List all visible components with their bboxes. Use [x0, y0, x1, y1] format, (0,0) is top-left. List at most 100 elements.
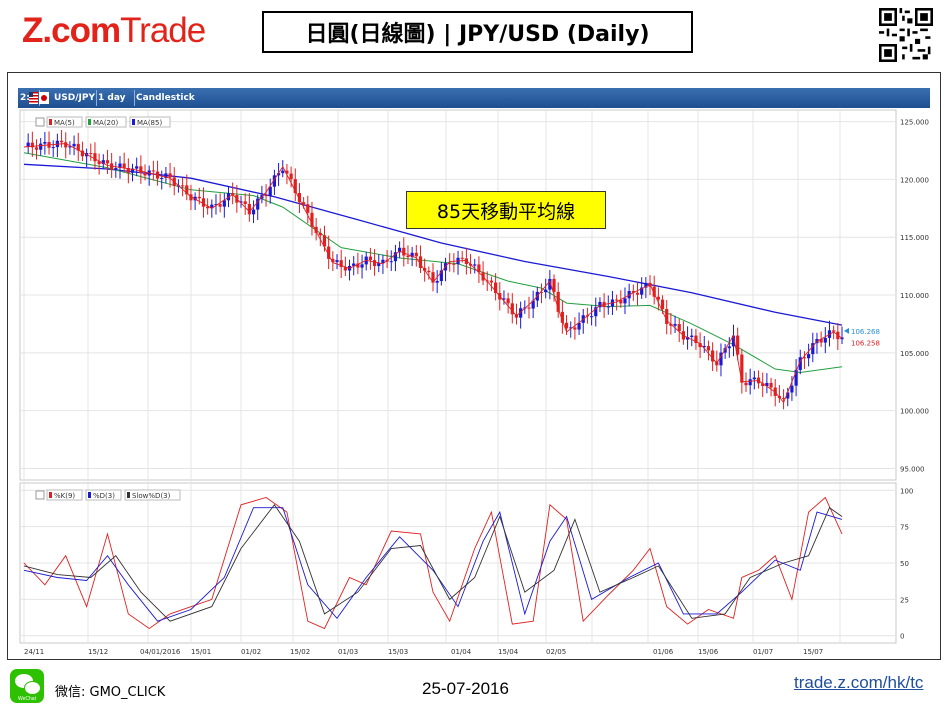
candle-body	[59, 140, 64, 143]
candle-body	[243, 201, 247, 204]
wechat-icon[interactable]: WeChat	[10, 669, 44, 703]
candle-body	[731, 335, 736, 347]
candle-body	[297, 193, 302, 203]
candle-body	[64, 142, 68, 148]
stoch-d-line	[23, 507, 843, 622]
candle-body	[435, 281, 439, 283]
date-tick-label: 15/02	[290, 648, 310, 656]
candle-body	[206, 206, 210, 209]
osc-tick-label: 75	[900, 524, 909, 532]
candle-body	[26, 142, 30, 147]
candle-body	[556, 291, 560, 312]
ma20-line	[23, 152, 843, 374]
candle-body	[393, 252, 398, 262]
candle-body	[214, 204, 218, 206]
candle-body	[97, 161, 101, 165]
candle-body	[539, 291, 544, 293]
candle-body	[761, 383, 765, 387]
candle-body	[677, 324, 681, 332]
candle-body	[794, 369, 798, 386]
price-legend-swatch	[88, 119, 91, 125]
candle-body	[569, 327, 573, 329]
candle-body	[577, 322, 581, 330]
date-tick-label: 15/03	[388, 648, 408, 656]
candle-body	[623, 298, 627, 304]
last-price-label-a: 106.268	[851, 328, 880, 336]
ma20-series	[23, 152, 843, 374]
price-tick-label: 115.000	[900, 234, 929, 242]
candle-body	[360, 264, 364, 268]
osc-legend-box	[85, 489, 122, 501]
candle-body	[377, 262, 381, 267]
candle-body	[548, 278, 552, 290]
candle-body	[402, 247, 406, 256]
candle-body	[327, 246, 331, 259]
tab-symbol[interactable]: USD/JPY	[50, 90, 97, 106]
last-price-label-b: 106.258	[851, 339, 880, 347]
date-tick-label: 04/01/2016	[140, 648, 181, 656]
stochastic-series	[23, 496, 843, 630]
tab-chart-type[interactable]: Candlestick	[136, 93, 195, 103]
price-tick-label: 105.000	[900, 350, 929, 358]
chart-toolbar: 2: USD/JPY 1 day Candlestick	[18, 88, 930, 108]
candle-body	[552, 278, 556, 292]
candle-body	[589, 316, 594, 318]
candle-body	[594, 307, 598, 317]
candle-body	[519, 308, 523, 318]
candle-body	[706, 346, 711, 351]
candle-body	[331, 258, 335, 263]
candle-body	[139, 166, 143, 173]
candle-body	[736, 335, 740, 355]
logo-zcom: Z.com	[22, 11, 121, 50]
candle-body	[744, 382, 748, 386]
date-tick-label: 24/11	[24, 648, 44, 656]
candle-body	[506, 298, 510, 304]
candle-body	[798, 357, 802, 370]
candle-body	[660, 299, 665, 310]
wechat-icon-label: WeChat	[18, 696, 36, 702]
candle-body	[43, 142, 47, 144]
candle-body	[640, 287, 644, 295]
price-legend-swatch	[132, 119, 135, 125]
price-legend-swatch	[49, 119, 52, 125]
candle-body	[811, 343, 815, 355]
date-tick-label: 01/07	[753, 648, 773, 656]
candle-body	[414, 252, 418, 257]
candle-body	[790, 385, 794, 393]
candle-body	[460, 257, 464, 259]
candle-body	[239, 201, 243, 203]
candle-body	[130, 168, 135, 173]
candle-body	[352, 263, 356, 266]
qr-code-icon	[879, 8, 933, 62]
candle-body	[644, 282, 648, 288]
candle-body	[222, 200, 226, 207]
zcom-trade-logo: Z.comTrade	[22, 10, 206, 52]
candle-body	[698, 343, 702, 348]
candle-body	[143, 172, 147, 176]
candle-body	[489, 280, 494, 283]
candle-body	[185, 185, 189, 195]
tab-interval[interactable]: 1 day	[94, 90, 135, 106]
candle-body	[502, 298, 506, 300]
candle-body	[694, 335, 698, 344]
candle-body	[615, 299, 619, 301]
candle-body	[210, 204, 214, 209]
candle-body	[398, 247, 402, 253]
candle-body	[343, 267, 347, 271]
chart-index-label: 2:	[20, 93, 30, 103]
website-link[interactable]: trade.z.com/hk/tc	[794, 673, 924, 692]
candle-body	[356, 263, 360, 268]
candle-body	[251, 209, 256, 215]
candle-body	[606, 306, 610, 308]
candle-body	[427, 270, 431, 273]
date-tick-label: 15/04	[498, 648, 519, 656]
candle-body	[719, 352, 723, 366]
osc-legend-box	[46, 489, 83, 501]
candle-body	[477, 264, 481, 273]
candle-body	[247, 203, 251, 215]
annotation-text: 85天移動平均線	[436, 200, 576, 223]
usd-jpy-flags-icon	[29, 92, 49, 104]
candle-body	[598, 301, 602, 308]
candle-body	[293, 179, 297, 194]
candle-body	[164, 173, 168, 178]
